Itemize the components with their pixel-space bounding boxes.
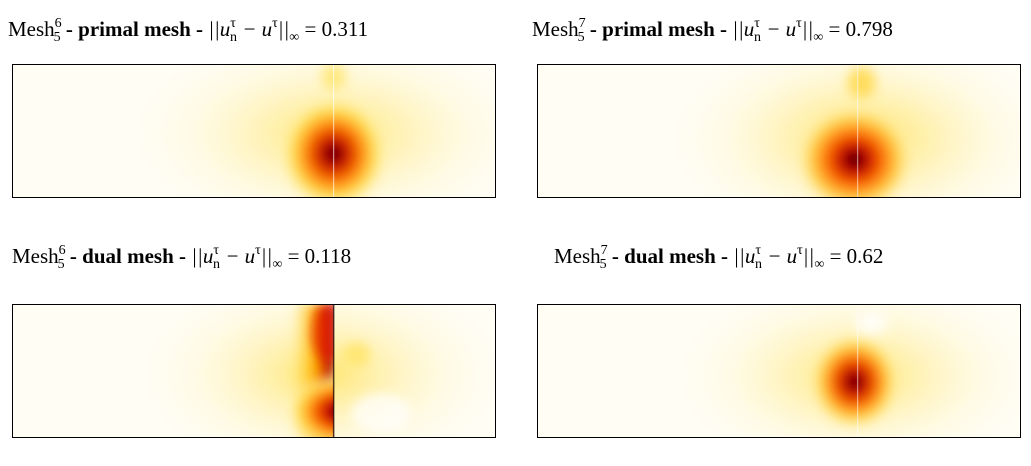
mesh-label: Mesh bbox=[12, 244, 59, 268]
heatmap-svg bbox=[13, 65, 495, 197]
norm-minus: − u bbox=[760, 17, 797, 41]
upper-spot bbox=[311, 305, 334, 363]
error-value: 0.62 bbox=[846, 244, 884, 268]
infinity-subscript: ∞ bbox=[289, 30, 300, 45]
panel-title: Mesh75 - dual mesh - ||uτn − uτ||∞ = 0.6… bbox=[554, 237, 883, 279]
norm-close: || bbox=[260, 244, 273, 268]
error-value: 0.118 bbox=[304, 244, 352, 268]
equals-sign: = bbox=[282, 244, 305, 268]
title-dash: - bbox=[721, 244, 729, 268]
hot-spot bbox=[792, 102, 917, 197]
right-spot bbox=[342, 342, 371, 367]
error-value: 0.311 bbox=[321, 17, 369, 41]
norm-open: ||u bbox=[732, 17, 755, 41]
mesh-kind: primal mesh bbox=[602, 17, 715, 41]
mesh-subscript: 5 bbox=[599, 257, 607, 272]
heatmap-svg bbox=[13, 305, 495, 437]
equals-sign: = bbox=[299, 17, 322, 41]
error-norm: ||uτn − uτ||∞ = 0.798 bbox=[732, 16, 893, 45]
norm-subscript: n bbox=[753, 30, 761, 45]
mesh-kind: dual mesh bbox=[624, 244, 716, 268]
norm-superscript: τ bbox=[213, 243, 219, 258]
panel-title: Mesh65 - primal mesh - ||uτn − uτ||∞ = 0… bbox=[8, 10, 368, 52]
norm-close: || bbox=[277, 17, 290, 41]
mesh-superscript: 6 bbox=[58, 243, 66, 258]
error-value: 0.798 bbox=[845, 17, 893, 41]
mesh-kind: primal mesh bbox=[78, 17, 191, 41]
white-patch bbox=[351, 393, 412, 434]
norm-superscript: τ bbox=[755, 243, 761, 258]
title-dash: - bbox=[179, 244, 187, 268]
heatmap-plot bbox=[12, 304, 496, 438]
mesh-kind: dual mesh bbox=[82, 244, 174, 268]
mesh-label: Mesh bbox=[8, 17, 55, 41]
left-field bbox=[274, 305, 334, 437]
norm-open: ||u bbox=[733, 244, 756, 268]
heatmap-svg bbox=[538, 65, 1020, 197]
mesh-label: Mesh bbox=[554, 244, 601, 268]
mesh-superscript: 7 bbox=[578, 16, 586, 31]
equals-sign: = bbox=[823, 17, 846, 41]
title-dash: - bbox=[69, 244, 77, 268]
hot-spot bbox=[806, 330, 903, 434]
error-norm: ||uτn − uτ||∞ = 0.118 bbox=[191, 243, 352, 272]
mesh-subscript: 5 bbox=[577, 30, 585, 45]
norm-open: ||u bbox=[191, 244, 214, 268]
mesh-subscript: 5 bbox=[53, 30, 61, 45]
panel-title: Mesh65 - dual mesh - ||uτn − uτ||∞ = 0.1… bbox=[12, 237, 351, 279]
heatmap-plot bbox=[537, 304, 1021, 438]
norm-superscript-2: τ bbox=[797, 243, 803, 258]
norm-subscript: n bbox=[212, 257, 220, 272]
infinity-subscript: ∞ bbox=[813, 30, 824, 45]
error-norm: ||uτn − uτ||∞ = 0.62 bbox=[733, 243, 884, 272]
norm-superscript: τ bbox=[230, 16, 236, 31]
norm-minus: − u bbox=[219, 244, 256, 268]
mesh-superscript: 6 bbox=[54, 16, 62, 31]
white-patch bbox=[855, 310, 888, 335]
mesh-label: Mesh bbox=[532, 17, 579, 41]
norm-subscript: n bbox=[229, 30, 237, 45]
norm-superscript-2: τ bbox=[796, 16, 802, 31]
mesh-subscript: 5 bbox=[57, 257, 65, 272]
norm-superscript-2: τ bbox=[272, 16, 278, 31]
norm-minus: − u bbox=[761, 244, 798, 268]
infinity-subscript: ∞ bbox=[272, 257, 283, 272]
title-dash: - bbox=[611, 244, 619, 268]
norm-minus: − u bbox=[236, 17, 273, 41]
infinity-subscript: ∞ bbox=[814, 257, 825, 272]
equals-sign: = bbox=[824, 244, 847, 268]
norm-open: ||u bbox=[208, 17, 231, 41]
top-spot bbox=[847, 66, 876, 99]
title-dash: - bbox=[720, 17, 727, 41]
norm-close: || bbox=[802, 244, 815, 268]
hot-spot bbox=[274, 371, 334, 437]
norm-subscript: n bbox=[754, 257, 762, 272]
heatmap-plot bbox=[537, 64, 1021, 198]
title-dash: - bbox=[196, 17, 203, 41]
title-dash: - bbox=[589, 17, 597, 41]
norm-close: || bbox=[801, 17, 814, 41]
error-norm: ||uτn − uτ||∞ = 0.311 bbox=[208, 16, 369, 45]
heatmap-svg bbox=[538, 305, 1020, 437]
norm-superscript-2: τ bbox=[255, 243, 261, 258]
title-dash: - bbox=[65, 17, 73, 41]
mesh-superscript: 7 bbox=[600, 243, 608, 258]
norm-superscript: τ bbox=[754, 16, 760, 31]
heatmap-plot bbox=[12, 64, 496, 198]
panel-title: Mesh75 - primal mesh - ||uτn − uτ||∞ = 0… bbox=[532, 10, 893, 52]
